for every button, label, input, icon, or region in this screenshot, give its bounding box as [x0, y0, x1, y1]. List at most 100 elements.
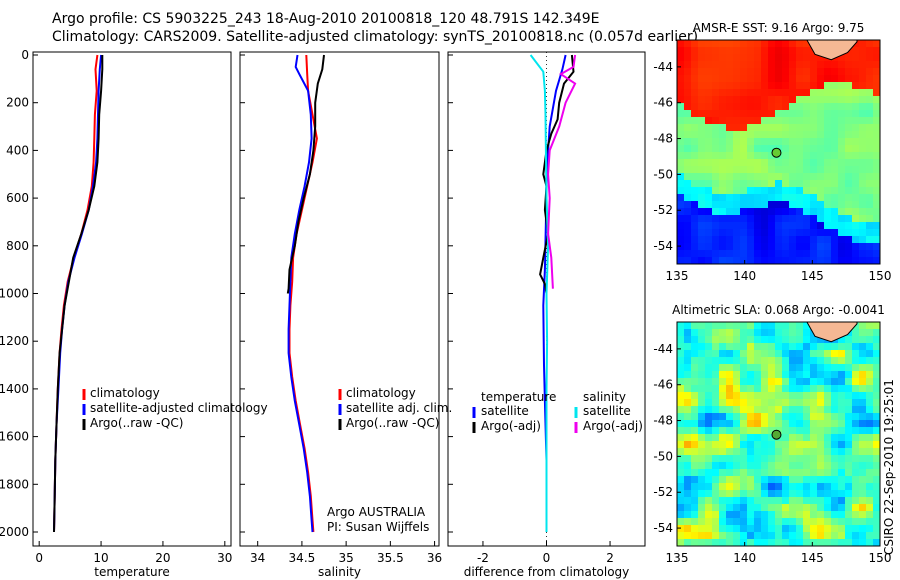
depth-tick-label: 0 [21, 48, 29, 62]
sst-map-cell [845, 166, 852, 173]
sla-map-cell [873, 413, 880, 420]
sst-map-cell [691, 243, 698, 250]
sla-map-cell [705, 483, 712, 490]
sla-map-cell [684, 462, 691, 469]
sla-map-cell [796, 420, 803, 427]
sla-map-cell [747, 343, 754, 350]
sst-map-cell [754, 131, 761, 138]
sla-map-cell [761, 427, 768, 434]
sst-map-cell [761, 236, 768, 243]
sst-map-cell [789, 68, 796, 75]
sla-map-cell [796, 476, 803, 483]
sla-map-cell [838, 413, 845, 420]
sla-map-cell [782, 385, 789, 392]
sla-map-cell [733, 455, 740, 462]
sla-map-cell [866, 343, 873, 350]
sla-map-cell [796, 539, 803, 546]
sst-map-cell [775, 82, 782, 89]
sla-map-cell [754, 525, 761, 532]
sst-map-cell [803, 236, 810, 243]
sst-map-cell [831, 173, 838, 180]
difference-legend-header-temperature: temperature [481, 390, 556, 404]
sst-map-cell [796, 222, 803, 229]
sst-map-cell [705, 236, 712, 243]
sla-map-cell [698, 399, 705, 406]
sla-map-cell [754, 364, 761, 371]
sla-map-cell [852, 539, 859, 546]
sla-map-cell [684, 434, 691, 441]
sla-map-cell [782, 343, 789, 350]
sst-map-cell [761, 215, 768, 222]
sla-map-cell [838, 399, 845, 406]
sla-map-cell [740, 406, 747, 413]
sla-map-cell [684, 490, 691, 497]
sla-map-cell [859, 427, 866, 434]
sst-map-cell [719, 103, 726, 110]
sst-map-cell [852, 180, 859, 187]
sla-map-cell [859, 364, 866, 371]
sla-map-cell [803, 462, 810, 469]
sla-map-cell [845, 518, 852, 525]
sla-map-cell [810, 504, 817, 511]
sla-map-cell [698, 504, 705, 511]
sla-map-cell [768, 511, 775, 518]
sla-map-cell [796, 371, 803, 378]
sla-map-cell [719, 455, 726, 462]
sla-map-cell [824, 371, 831, 378]
sla-map-cell [866, 378, 873, 385]
sst-map-cell [712, 215, 719, 222]
sla-map-cell [712, 539, 719, 546]
sla-map-cell [789, 448, 796, 455]
sst-map-cell [810, 68, 817, 75]
sst-map-cell [838, 166, 845, 173]
sst-map-cell [726, 124, 733, 131]
sla-map-cell [775, 392, 782, 399]
sst-map-cell [845, 187, 852, 194]
sst-map-cell [733, 194, 740, 201]
sst-map-cell [754, 166, 761, 173]
sla-map-xtick-label: 135 [666, 551, 689, 565]
sst-map-cell [775, 68, 782, 75]
sla-map-cell [684, 504, 691, 511]
salinity-xtick-label: 34.5 [289, 551, 316, 565]
sst-map-cell [803, 61, 810, 68]
sla-map-cell [705, 336, 712, 343]
sla-map-cell [677, 469, 684, 476]
sla-map-cell [782, 532, 789, 539]
sla-map-cell [852, 343, 859, 350]
sla-map-cell [789, 476, 796, 483]
sla-map-cell [824, 483, 831, 490]
sst-map-cell [789, 201, 796, 208]
sst-map-cell [789, 103, 796, 110]
sst-map-cell [789, 243, 796, 250]
sst-map-cell [824, 96, 831, 103]
sla-map-cell [705, 462, 712, 469]
sla-map-cell [810, 441, 817, 448]
sla-map-cell [824, 504, 831, 511]
sst-map-cell [768, 194, 775, 201]
sla-map-cell [768, 322, 775, 329]
sla-map-cell [677, 357, 684, 364]
sst-map-cell [684, 47, 691, 54]
sst-map-cell [831, 75, 838, 82]
sla-map-cell [677, 448, 684, 455]
sla-map-cell [684, 497, 691, 504]
sla-map-cell [873, 371, 880, 378]
sst-map-cell [873, 194, 880, 201]
sla-map-cell [831, 525, 838, 532]
sst-map-cell [768, 201, 775, 208]
sst-map-cell [845, 61, 852, 68]
sla-map-cell [712, 511, 719, 518]
sst-map-cell [768, 173, 775, 180]
sst-map-cell [782, 236, 789, 243]
sla-map-cell [726, 385, 733, 392]
sla-map-cell [817, 469, 824, 476]
sla-map-cell [873, 392, 880, 399]
sla-map-cell [852, 497, 859, 504]
sst-map-cell [775, 117, 782, 124]
sst-map-cell [782, 215, 789, 222]
sst-map-cell [726, 117, 733, 124]
sst-map-cell [824, 222, 831, 229]
sst-map-cell [698, 222, 705, 229]
sla-map-cell [838, 455, 845, 462]
